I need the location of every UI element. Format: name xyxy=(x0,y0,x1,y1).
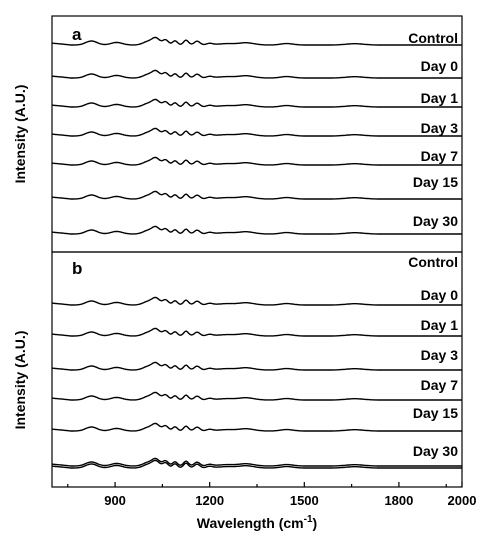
spectrum-trace xyxy=(51,361,462,371)
x-tick-label: 2000 xyxy=(448,493,477,508)
series-label: Day 3 xyxy=(421,347,459,363)
x-axis-label-superscript: -1 xyxy=(304,514,313,525)
spectrum-trace xyxy=(51,225,462,235)
series-label: Day 1 xyxy=(421,90,459,106)
panel-b-traces xyxy=(51,296,462,469)
x-tick-label: 1200 xyxy=(195,493,224,508)
panel-b: b Intensity (A.U.) Control Day 0 Day 1 Day … xyxy=(12,251,477,508)
series-label: Day 15 xyxy=(413,405,458,421)
panel-b-y-axis-label: Intensity (A.U.) xyxy=(12,331,28,430)
spectrum-trace xyxy=(51,36,462,46)
spectrum-trace xyxy=(51,69,462,79)
series-label: Day 0 xyxy=(421,58,459,74)
series-label: Control xyxy=(408,30,458,46)
series-label: Day 0 xyxy=(421,287,459,303)
x-axis-label: Wavelength (cm-1) xyxy=(197,514,317,531)
x-tick-label: 1500 xyxy=(290,493,319,508)
x-axis-label-main: Wavelength (cm xyxy=(197,515,304,531)
series-label: Day 7 xyxy=(421,377,459,393)
spectrum-trace xyxy=(51,190,462,200)
x-axis-ticks: 900 1200 1500 1800 2000 xyxy=(67,482,477,508)
panel-a: a Intensity (A.U.) Control Day 0 Day 1 Day … xyxy=(12,15,463,253)
spectrum-trace xyxy=(51,457,462,467)
series-label: Day 30 xyxy=(413,213,458,229)
panel-b-series-labels: Control Day 0 Day 1 Day 3 Day 7 Day 15 Day 30 xyxy=(408,254,458,459)
series-label: Day 3 xyxy=(421,120,459,136)
spectrum-trace xyxy=(51,391,462,401)
spectrum-trace xyxy=(51,156,462,166)
panel-a-letter: a xyxy=(72,25,82,44)
panel-a-traces xyxy=(51,36,462,235)
x-tick-label: 900 xyxy=(104,493,126,508)
spectrum-trace xyxy=(51,459,462,469)
series-label: Day 7 xyxy=(421,148,459,164)
series-label: Day 15 xyxy=(413,174,458,190)
series-label: Day 1 xyxy=(421,317,459,333)
panel-a-y-axis-label: Intensity (A.U.) xyxy=(12,85,28,184)
series-label: Control xyxy=(408,254,458,270)
panel-b-letter: b xyxy=(72,259,82,278)
spectrum-trace xyxy=(51,127,462,137)
spectrum-trace xyxy=(51,422,462,432)
series-label: Day 30 xyxy=(413,443,458,459)
panel-a-series-labels: Control Day 0 Day 1 Day 3 Day 7 Day 15 Day 30 xyxy=(408,30,458,229)
x-tick-label: 1800 xyxy=(384,493,413,508)
spectrum-trace xyxy=(51,296,462,306)
x-axis-label-close: ) xyxy=(313,515,318,531)
spectrum-trace xyxy=(51,327,462,337)
spectrum-trace xyxy=(51,98,462,108)
